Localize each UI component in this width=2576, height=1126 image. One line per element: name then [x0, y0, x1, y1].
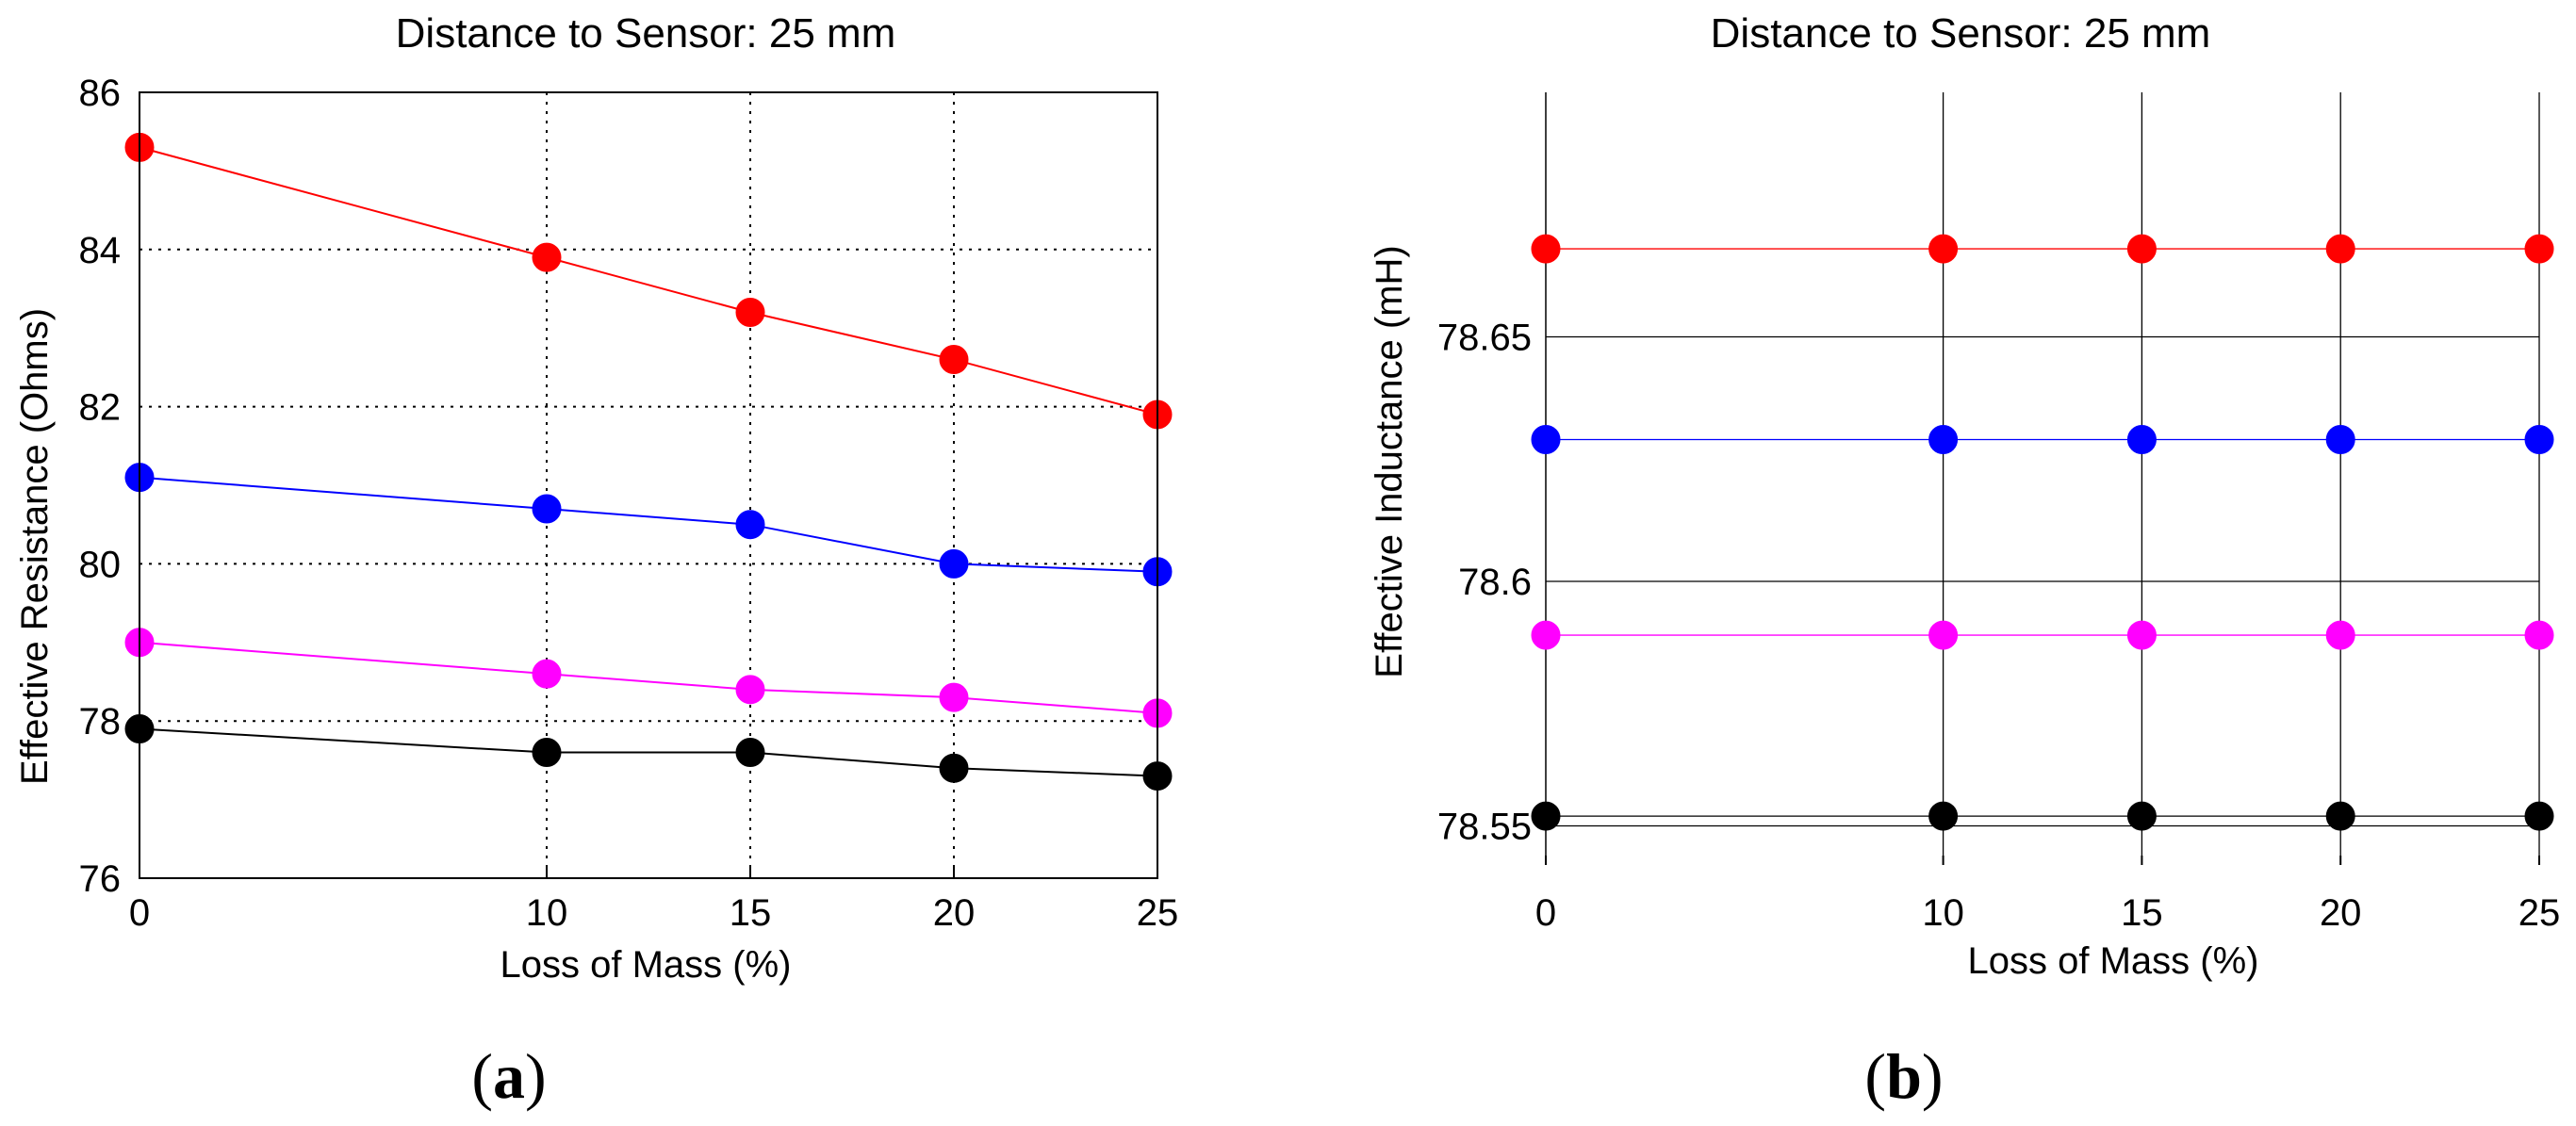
- chart-a-xtick-label: 15: [730, 892, 772, 934]
- chart-b-series: [1531, 234, 2554, 831]
- chart-a-ticks: 76 78 80 82 84 86 0 10 15 20 25: [79, 73, 1179, 934]
- svg-text:(a): (a): [471, 1040, 546, 1112]
- chart-a-series-line-blue: [139, 476, 1158, 573]
- chart-b-xtick-label: 0: [1535, 892, 1556, 934]
- chart-a-ytick-label: 78: [79, 701, 122, 743]
- chart-a-point-red: [735, 298, 765, 328]
- chart-b-point-black: [2325, 801, 2355, 831]
- chart-a-point-blue: [532, 494, 562, 524]
- chart-a-series-line-black: [139, 727, 1158, 777]
- chart-b-xtick-label: 25: [2519, 892, 2561, 934]
- chart-a-ytick-label: 84: [79, 230, 122, 271]
- chart-b-point-red: [2126, 234, 2157, 264]
- svg-text:(b): (b): [1864, 1040, 1943, 1112]
- chart-b-point-blue: [1928, 424, 1959, 454]
- chart-b-point-red: [1531, 234, 1561, 264]
- chart-b-panel-label: (b): [1864, 1040, 1943, 1112]
- chart-a-point-magenta: [532, 659, 562, 689]
- chart-b-point-red: [2325, 234, 2355, 264]
- chart-b-ytick-label: 78.6: [1458, 562, 1532, 603]
- chart-a-ytick-label: 80: [79, 544, 122, 585]
- chart-b-point-black: [1928, 801, 1959, 831]
- chart-a-xtick-label: 25: [1137, 892, 1179, 934]
- chart-b-point-black: [1531, 801, 1561, 831]
- chart-a-xlabel: Loss of Mass (%): [500, 944, 792, 986]
- chart-b-point-blue: [2325, 424, 2355, 454]
- chart-a-title: Distance to Sensor: 25 mm: [396, 10, 896, 57]
- chart-a-series-line-red: [139, 146, 1158, 416]
- chart-b-panel-letter: b: [1886, 1040, 1922, 1112]
- chart-a-grid: [139, 91, 1158, 879]
- chart-b-point-blue: [2524, 424, 2554, 454]
- chart-b-title: Distance to Sensor: 25 mm: [1711, 10, 2211, 57]
- chart-b: Distance to Sensor: 25 mm 78.55 78.6 78.65…: [1369, 10, 2560, 1112]
- chart-a-series: [124, 132, 1173, 791]
- chart-a-point-magenta: [939, 682, 969, 712]
- chart-a-panel-letter: a: [493, 1040, 525, 1112]
- chart-a-ytick-label: 76: [79, 858, 122, 900]
- chart-b-ticks: 78.55 78.6 78.65 0 10 15 20 25: [1437, 317, 2560, 934]
- chart-b-point-black: [2524, 801, 2554, 831]
- chart-a-panel-label: (a): [471, 1040, 546, 1112]
- chart-b-point-magenta: [2524, 620, 2554, 650]
- chart-a-series-line-magenta: [139, 641, 1158, 714]
- chart-b-point-blue: [2126, 424, 2157, 454]
- chart-b-point-blue: [1531, 424, 1561, 454]
- chart-b-point-magenta: [2126, 620, 2157, 650]
- chart-a-ytick-label: 82: [79, 387, 122, 429]
- chart-b-point-red: [2524, 234, 2554, 264]
- chart-a-point-red: [939, 345, 969, 375]
- chart-b-grid: [1545, 92, 2540, 865]
- chart-b-point-magenta: [2325, 620, 2355, 650]
- chart-b-ytick-label: 78.65: [1437, 317, 1532, 358]
- chart-b-point-red: [1928, 234, 1959, 264]
- chart-b-point-magenta: [1928, 620, 1959, 650]
- chart-a: Distance to Sensor: 25 mm 76 78 80 82 84 86 0 1…: [14, 10, 1178, 1112]
- chart-a-xtick-label: 0: [129, 892, 150, 934]
- chart-b-ytick-label: 78.55: [1437, 806, 1532, 847]
- chart-b-xtick-label: 20: [2320, 892, 2362, 934]
- chart-b-point-black: [2126, 801, 2157, 831]
- chart-b-ylabel: Effective Inductance (mH): [1369, 245, 1410, 677]
- chart-b-point-magenta: [1531, 620, 1561, 650]
- chart-a-point-black: [939, 753, 969, 783]
- chart-a-ytick-label: 86: [79, 73, 122, 114]
- chart-a-ylabel: Effective Resistance (Ohms): [14, 308, 56, 785]
- chart-b-xtick-label: 15: [2121, 892, 2163, 934]
- chart-a-point-black: [532, 738, 562, 768]
- chart-a-xtick-label: 10: [526, 892, 568, 934]
- chart-a-point-red: [532, 242, 562, 272]
- chart-a-xtick-label: 20: [933, 892, 976, 934]
- chart-a-plot-frame: [139, 91, 1158, 879]
- chart-a-point-black: [735, 738, 765, 768]
- chart-b-xtick-label: 10: [1922, 892, 1964, 934]
- chart-a-point-magenta: [735, 675, 765, 705]
- chart-a-point-blue: [939, 548, 969, 579]
- chart-a-point-blue: [735, 510, 765, 540]
- chart-b-xlabel: Loss of Mass (%): [1968, 940, 2259, 982]
